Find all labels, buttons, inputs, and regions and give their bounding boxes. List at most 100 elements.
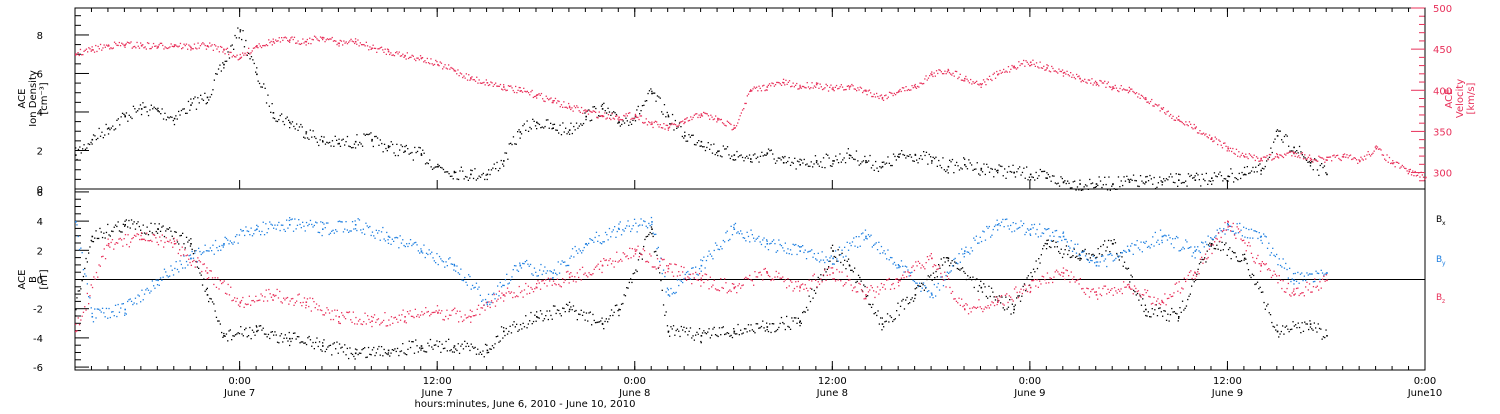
velocity-series-dot (235, 56, 236, 57)
by-series-dot (664, 276, 665, 277)
density-series-dot (267, 95, 268, 96)
velocity-series-dot (771, 82, 772, 83)
density-series-dot (977, 162, 978, 163)
bz-series-dot (174, 241, 175, 242)
density-series-dot (557, 130, 558, 131)
velocity-series-dot (482, 82, 483, 83)
density-series-dot (1093, 187, 1094, 188)
bz-series-dot (361, 323, 362, 324)
velocity-series-dot (972, 81, 973, 82)
by-series-dot (161, 280, 162, 281)
bx-series-dot (327, 346, 328, 347)
bx-series-dot (937, 276, 938, 277)
density-series-dot (1108, 176, 1109, 177)
bx-series-dot (687, 334, 688, 335)
bx-series-dot (340, 347, 341, 348)
velocity-series-point (124, 44, 126, 46)
bx-series-dot (1086, 253, 1087, 254)
bx-series-dot (75, 315, 76, 316)
velocity-series-dot (987, 78, 988, 79)
by-series-dot (1260, 240, 1261, 241)
bx-series-dot (1036, 260, 1037, 261)
bx-series-dot (465, 346, 466, 347)
bz-series-dot (663, 259, 664, 260)
velocity-series-dot (705, 113, 706, 114)
bx-series-dot (488, 352, 489, 353)
bx-series-dot (1254, 284, 1255, 285)
density-series-dot (540, 127, 541, 128)
density-series-dot (963, 157, 964, 158)
bx-series-dot (614, 312, 615, 313)
bx-series-dot (1001, 297, 1002, 298)
bz-series-dot (138, 234, 139, 235)
density-series-dot (1173, 182, 1174, 183)
velocity-series-dot (1117, 90, 1118, 91)
bx-series-dot (932, 280, 933, 281)
bx-series-dot (695, 335, 696, 336)
by-series-dot (485, 299, 486, 300)
bx-series-dot (359, 353, 360, 354)
density-series-dot (854, 159, 855, 160)
bx-series-dot (939, 268, 940, 269)
density-series-dot (555, 129, 556, 130)
density-series-dot (896, 159, 897, 160)
velocity-series-dot (312, 39, 313, 40)
velocity-series-dot (213, 50, 214, 51)
velocity-series-dot (776, 82, 777, 83)
by-series-dot (1093, 256, 1094, 257)
density-series-dot (1137, 186, 1138, 187)
velocity-series-dot (579, 110, 580, 111)
velocity-series-dot (1270, 154, 1271, 155)
by-series-dot (507, 283, 508, 284)
density-series-dot (217, 74, 218, 75)
density-series-dot (695, 144, 696, 145)
bx-series-dot (663, 304, 664, 305)
bz-series-dot (632, 248, 633, 249)
bx-series-dot (344, 344, 345, 345)
bx-series-point (832, 250, 834, 252)
bx-series-dot (854, 268, 855, 269)
density-series-dot (472, 170, 473, 171)
bz-series-dot (681, 266, 682, 267)
density-series-dot (826, 154, 827, 155)
bx-series-dot (194, 250, 195, 251)
density-series-dot (547, 119, 548, 120)
by-series-dot (335, 229, 336, 230)
velocity-series-dot (1018, 61, 1019, 62)
bx-series-dot (205, 291, 206, 292)
bx-series-dot (286, 338, 287, 339)
density-series-dot (391, 141, 392, 142)
bx-series-dot (322, 351, 323, 352)
velocity-series-dot (105, 47, 106, 48)
bx-series-point (1079, 258, 1081, 260)
density-series-dot (1199, 179, 1200, 180)
velocity-series-dot (835, 87, 836, 88)
velocity-series-dot (269, 42, 270, 43)
bx-series-dot (622, 303, 623, 304)
bz-series-dot (98, 264, 99, 265)
velocity-series-dot (577, 107, 578, 108)
bx-series-dot (489, 348, 490, 349)
by-series-dot (1243, 227, 1244, 228)
density-series-dot (1020, 174, 1021, 175)
by-series-dot (634, 219, 635, 220)
by-series-dot (947, 272, 948, 273)
bx-series-dot (1101, 254, 1102, 255)
by-series-dot (922, 288, 923, 289)
bx-series-dot (496, 336, 497, 337)
velocity-series-dot (520, 87, 521, 88)
by-series-point (832, 258, 834, 260)
by-series-dot (348, 232, 349, 233)
velocity-series-dot (1183, 123, 1184, 124)
bx-series-dot (80, 288, 81, 289)
bz-series-dot (374, 314, 375, 315)
velocity-series-dot (436, 61, 437, 62)
by-series-dot (659, 261, 660, 262)
velocity-series-dot (556, 102, 557, 103)
by-series-dot (535, 272, 536, 273)
bx-series-dot (1296, 327, 1297, 328)
velocity-series-dot (274, 43, 275, 44)
velocity-series-dot (1019, 65, 1020, 66)
bz-series-dot (756, 276, 757, 277)
velocity-series-dot (884, 95, 885, 96)
